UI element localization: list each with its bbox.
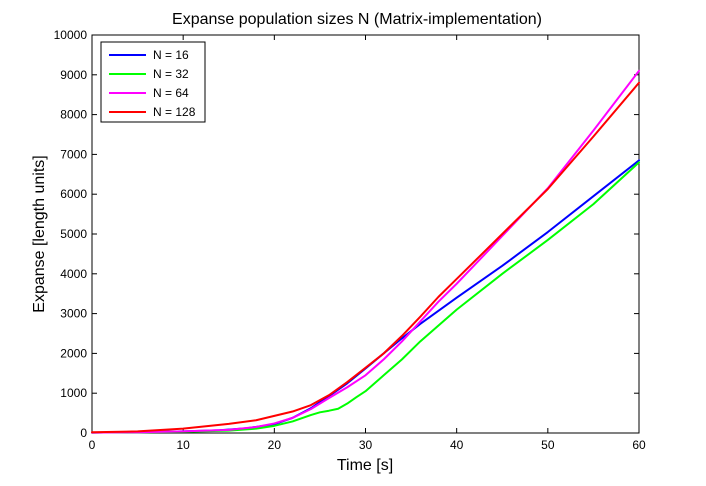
x-axis-title: Time [s] — [337, 457, 393, 474]
y-tick-label: 4000 — [60, 267, 87, 281]
y-tick-label: 9000 — [60, 68, 87, 82]
chart-title: Expanse population sizes N (Matrix-imple… — [172, 11, 542, 28]
legend: N = 16 N = 32 N = 64 N = 128 — [100, 41, 206, 123]
x-tick-label: 0 — [89, 438, 96, 452]
legend-label: N = 16 — [153, 48, 189, 62]
y-axis-ticks: 0 1000 2000 3000 4000 5000 6000 7000 8000 9000 100… — [54, 28, 639, 440]
y-tick-label: 3000 — [60, 307, 87, 321]
x-axis-ticks: 0 10 20 30 40 50 60 — [89, 35, 646, 452]
y-tick-label: 2000 — [60, 346, 87, 360]
y-tick-label: 10000 — [54, 28, 88, 42]
series-line-3 — [91, 69, 640, 434]
series-line-2 — [91, 161, 640, 434]
y-tick-label: 7000 — [60, 147, 87, 161]
series-layer — [91, 69, 640, 434]
x-tick-label: 40 — [450, 438, 464, 452]
y-tick-label: 1000 — [60, 386, 87, 400]
legend-label: N = 32 — [153, 67, 189, 81]
y-axis-title: Expanse [length units] — [31, 155, 48, 312]
legend-label: N = 64 — [153, 86, 189, 100]
x-tick-label: 50 — [541, 438, 555, 452]
legend-items: N = 16 N = 32 N = 64 N = 128 — [109, 48, 196, 119]
y-tick-label: 5000 — [60, 227, 87, 241]
x-tick-label: 20 — [268, 438, 282, 452]
y-tick-label: 8000 — [60, 108, 87, 122]
y-tick-label: 0 — [80, 426, 87, 440]
x-tick-label: 10 — [176, 438, 190, 452]
y-tick-label: 6000 — [60, 187, 87, 201]
series-line-4 — [91, 81, 640, 434]
x-tick-label: 30 — [359, 438, 373, 452]
legend-label: N = 128 — [153, 105, 196, 119]
x-tick-label: 60 — [632, 438, 646, 452]
